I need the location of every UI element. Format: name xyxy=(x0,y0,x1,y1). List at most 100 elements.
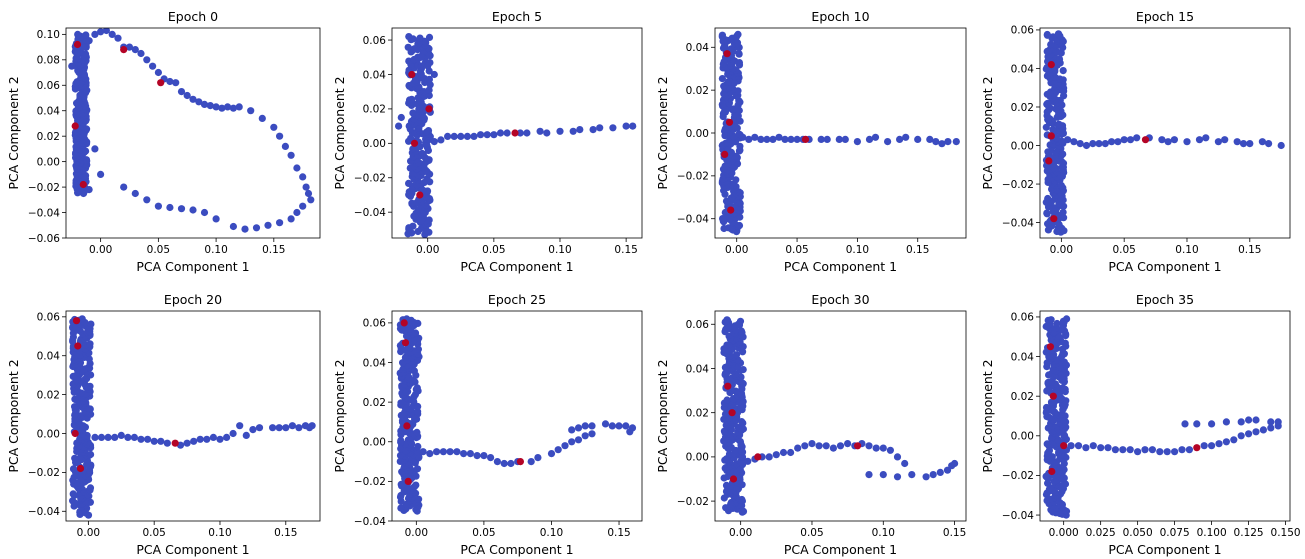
data-point xyxy=(779,448,788,457)
data-point xyxy=(936,468,944,476)
data-point xyxy=(1208,420,1216,428)
data-point xyxy=(200,208,209,217)
highlight-point xyxy=(71,122,79,130)
highlight-point xyxy=(401,339,410,347)
data-point xyxy=(1134,448,1142,456)
y-tick-label: −0.04 xyxy=(354,207,386,219)
y-tick-label: 0.00 xyxy=(1011,431,1034,443)
cluster-point xyxy=(418,149,426,158)
data-point xyxy=(787,448,795,457)
cluster-point xyxy=(1055,221,1063,229)
data-point xyxy=(763,135,771,143)
data-point xyxy=(410,45,419,53)
data-point xyxy=(588,430,596,438)
y-tick-label: −0.04 xyxy=(677,214,709,226)
data-point xyxy=(844,440,852,448)
data-point xyxy=(97,433,106,441)
axes-frame xyxy=(714,310,967,522)
data-point xyxy=(503,129,511,137)
y-axis-label: PCA Component 2 xyxy=(332,359,347,472)
data-point xyxy=(460,450,468,458)
data-point xyxy=(574,424,583,432)
cluster-point xyxy=(1059,67,1067,75)
cluster-point xyxy=(415,495,423,503)
data-point xyxy=(1095,140,1103,148)
data-point xyxy=(534,454,542,462)
markers xyxy=(718,30,960,236)
data-point xyxy=(131,189,139,198)
data-point xyxy=(417,53,425,61)
data-point xyxy=(1185,446,1193,454)
data-point xyxy=(114,34,122,42)
y-tick-label: 0.06 xyxy=(363,35,387,47)
data-point xyxy=(1221,136,1229,144)
x-tick-label: 0.15 xyxy=(274,527,297,539)
data-point xyxy=(556,127,564,135)
cluster-point xyxy=(413,428,421,436)
x-tick-label: 0.05 xyxy=(147,244,170,256)
y-tick-label: 0.00 xyxy=(686,128,709,140)
y-tick-label: −0.04 xyxy=(354,516,386,528)
data-point xyxy=(884,138,892,146)
highlight-point xyxy=(727,206,735,214)
y-tick-label: 0.02 xyxy=(686,85,709,97)
cluster-point xyxy=(718,75,727,83)
y-tick-label: −0.06 xyxy=(28,233,60,245)
y-tick-label: 0.04 xyxy=(363,357,387,369)
x-tick-label: 0.05 xyxy=(482,244,505,256)
x-axis-label: PCA Component 1 xyxy=(136,259,249,274)
data-point xyxy=(1237,432,1245,440)
data-point xyxy=(264,221,272,229)
data-point xyxy=(629,122,637,130)
x-tick-label: 0.00 xyxy=(405,527,428,539)
data-point xyxy=(1070,138,1078,146)
y-tick-label: −0.02 xyxy=(354,476,386,488)
x-tick-label: 0.00 xyxy=(89,244,112,256)
data-point xyxy=(493,458,501,466)
data-point xyxy=(926,135,934,143)
cluster-point xyxy=(412,481,420,489)
data-point xyxy=(143,56,151,64)
data-point xyxy=(622,422,630,430)
data-point xyxy=(275,424,283,432)
highlight-point xyxy=(854,442,862,450)
x-tick-label: 0.15 xyxy=(943,527,966,539)
cluster-point xyxy=(425,33,434,42)
data-point xyxy=(952,138,960,146)
highlight-point xyxy=(408,70,416,79)
y-tick-label: 0.00 xyxy=(363,138,386,150)
data-point xyxy=(1214,138,1222,146)
data-point xyxy=(473,452,481,460)
cluster-point xyxy=(1059,208,1067,216)
highlight-point xyxy=(76,464,85,473)
data-point xyxy=(189,206,197,214)
x-tick-label: 0.00 xyxy=(1050,244,1073,256)
y-tick-label: 0.06 xyxy=(37,80,61,92)
data-point xyxy=(270,123,278,131)
data-point xyxy=(1233,138,1241,146)
x-tick-label: 0.15 xyxy=(614,244,637,256)
markers xyxy=(69,315,316,519)
y-tick-label: 0.02 xyxy=(363,397,386,409)
data-point xyxy=(496,129,505,137)
data-point xyxy=(206,102,214,110)
cluster-point xyxy=(71,454,79,462)
y-tick-label: −0.04 xyxy=(1002,217,1034,229)
markers xyxy=(396,315,637,515)
data-point xyxy=(1245,430,1253,438)
y-tick-label: 0.08 xyxy=(37,55,60,67)
data-point xyxy=(554,446,562,454)
data-point xyxy=(302,183,310,191)
data-point xyxy=(483,131,491,139)
y-tick-label: −0.02 xyxy=(677,496,709,508)
data-point xyxy=(744,457,752,465)
subplot-epoch-5: 0.00 0.05 0.10 0.15 −0.04 −0.02 0.00 0.02 0.04 0.… xyxy=(332,292,643,557)
cluster-point xyxy=(718,31,727,39)
data-point xyxy=(430,138,438,146)
cluster-point xyxy=(1043,30,1051,39)
data-point xyxy=(801,442,809,450)
data-point xyxy=(908,471,916,479)
data-point xyxy=(1183,138,1191,146)
cluster-point xyxy=(723,316,731,324)
data-point xyxy=(836,442,845,450)
